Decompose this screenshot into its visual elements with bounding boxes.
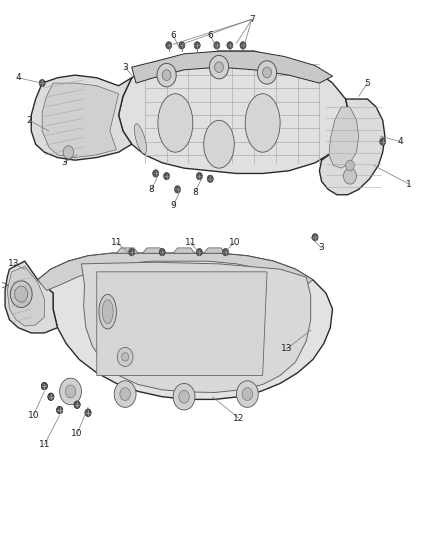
- Circle shape: [39, 79, 45, 87]
- Polygon shape: [132, 51, 332, 83]
- Text: 4: 4: [15, 73, 21, 82]
- Polygon shape: [329, 107, 359, 168]
- Text: 9: 9: [170, 201, 176, 210]
- Circle shape: [159, 248, 165, 256]
- Text: 6: 6: [207, 31, 213, 40]
- Polygon shape: [38, 253, 313, 290]
- Text: 3: 3: [61, 158, 67, 167]
- Polygon shape: [204, 248, 226, 253]
- Circle shape: [263, 67, 272, 78]
- Circle shape: [196, 172, 202, 180]
- Text: 1: 1: [406, 180, 412, 189]
- Polygon shape: [97, 272, 267, 375]
- Circle shape: [60, 378, 81, 405]
- Circle shape: [223, 248, 229, 256]
- Circle shape: [74, 401, 80, 408]
- Circle shape: [173, 383, 195, 410]
- Circle shape: [74, 401, 80, 408]
- Circle shape: [63, 146, 74, 159]
- Text: 7: 7: [249, 15, 254, 24]
- Ellipse shape: [134, 124, 146, 154]
- Polygon shape: [173, 248, 195, 253]
- Text: 4: 4: [397, 137, 403, 146]
- Polygon shape: [38, 253, 332, 399]
- Text: 3: 3: [122, 63, 128, 71]
- Text: 10: 10: [28, 411, 39, 420]
- Ellipse shape: [158, 94, 193, 152]
- Circle shape: [227, 42, 233, 49]
- Circle shape: [194, 42, 200, 49]
- Circle shape: [166, 42, 172, 49]
- Circle shape: [85, 409, 91, 416]
- Polygon shape: [119, 51, 350, 173]
- Circle shape: [14, 286, 28, 302]
- Circle shape: [11, 281, 32, 308]
- Circle shape: [346, 160, 354, 171]
- Circle shape: [114, 381, 136, 407]
- Text: 8: 8: [192, 188, 198, 197]
- Circle shape: [122, 353, 129, 361]
- Circle shape: [48, 393, 54, 400]
- Circle shape: [163, 172, 170, 180]
- Text: 10: 10: [71, 430, 83, 439]
- Circle shape: [41, 382, 47, 390]
- Circle shape: [207, 175, 213, 182]
- Polygon shape: [117, 248, 138, 253]
- Text: 13: 13: [8, 260, 20, 268]
- Circle shape: [380, 138, 386, 146]
- Circle shape: [129, 248, 135, 256]
- Circle shape: [48, 393, 54, 400]
- Circle shape: [209, 55, 229, 79]
- Circle shape: [179, 390, 189, 403]
- Circle shape: [152, 169, 159, 177]
- Text: 5: 5: [364, 78, 370, 87]
- Text: 11: 11: [39, 440, 50, 449]
- Text: 10: 10: [229, 238, 240, 247]
- Circle shape: [174, 185, 180, 193]
- Text: 8: 8: [148, 185, 154, 194]
- Polygon shape: [31, 75, 132, 160]
- Polygon shape: [5, 261, 57, 333]
- Circle shape: [41, 382, 47, 390]
- Circle shape: [65, 385, 76, 398]
- Ellipse shape: [102, 300, 113, 324]
- Circle shape: [85, 409, 91, 416]
- Circle shape: [57, 406, 63, 414]
- Polygon shape: [143, 248, 164, 253]
- Circle shape: [215, 62, 223, 72]
- Circle shape: [242, 387, 253, 400]
- Polygon shape: [319, 99, 385, 195]
- Circle shape: [237, 381, 258, 407]
- Polygon shape: [81, 262, 311, 392]
- Text: 2: 2: [26, 116, 32, 125]
- Text: 3: 3: [319, 244, 325, 253]
- Circle shape: [157, 63, 176, 87]
- Text: 12: 12: [233, 414, 244, 423]
- Ellipse shape: [99, 294, 117, 329]
- Circle shape: [117, 348, 133, 367]
- Polygon shape: [7, 266, 44, 326]
- Circle shape: [162, 70, 171, 80]
- Circle shape: [214, 42, 220, 49]
- Ellipse shape: [245, 94, 280, 152]
- Text: 6: 6: [170, 31, 176, 40]
- Circle shape: [343, 168, 357, 184]
- Text: 11: 11: [185, 238, 196, 247]
- Circle shape: [120, 387, 131, 400]
- Text: 13: 13: [281, 344, 293, 353]
- Polygon shape: [42, 83, 119, 158]
- Circle shape: [196, 248, 202, 256]
- Circle shape: [179, 42, 185, 49]
- Circle shape: [57, 406, 63, 414]
- Text: 11: 11: [111, 238, 122, 247]
- Circle shape: [240, 42, 246, 49]
- Circle shape: [258, 61, 277, 84]
- Ellipse shape: [204, 120, 234, 168]
- Circle shape: [312, 233, 318, 241]
